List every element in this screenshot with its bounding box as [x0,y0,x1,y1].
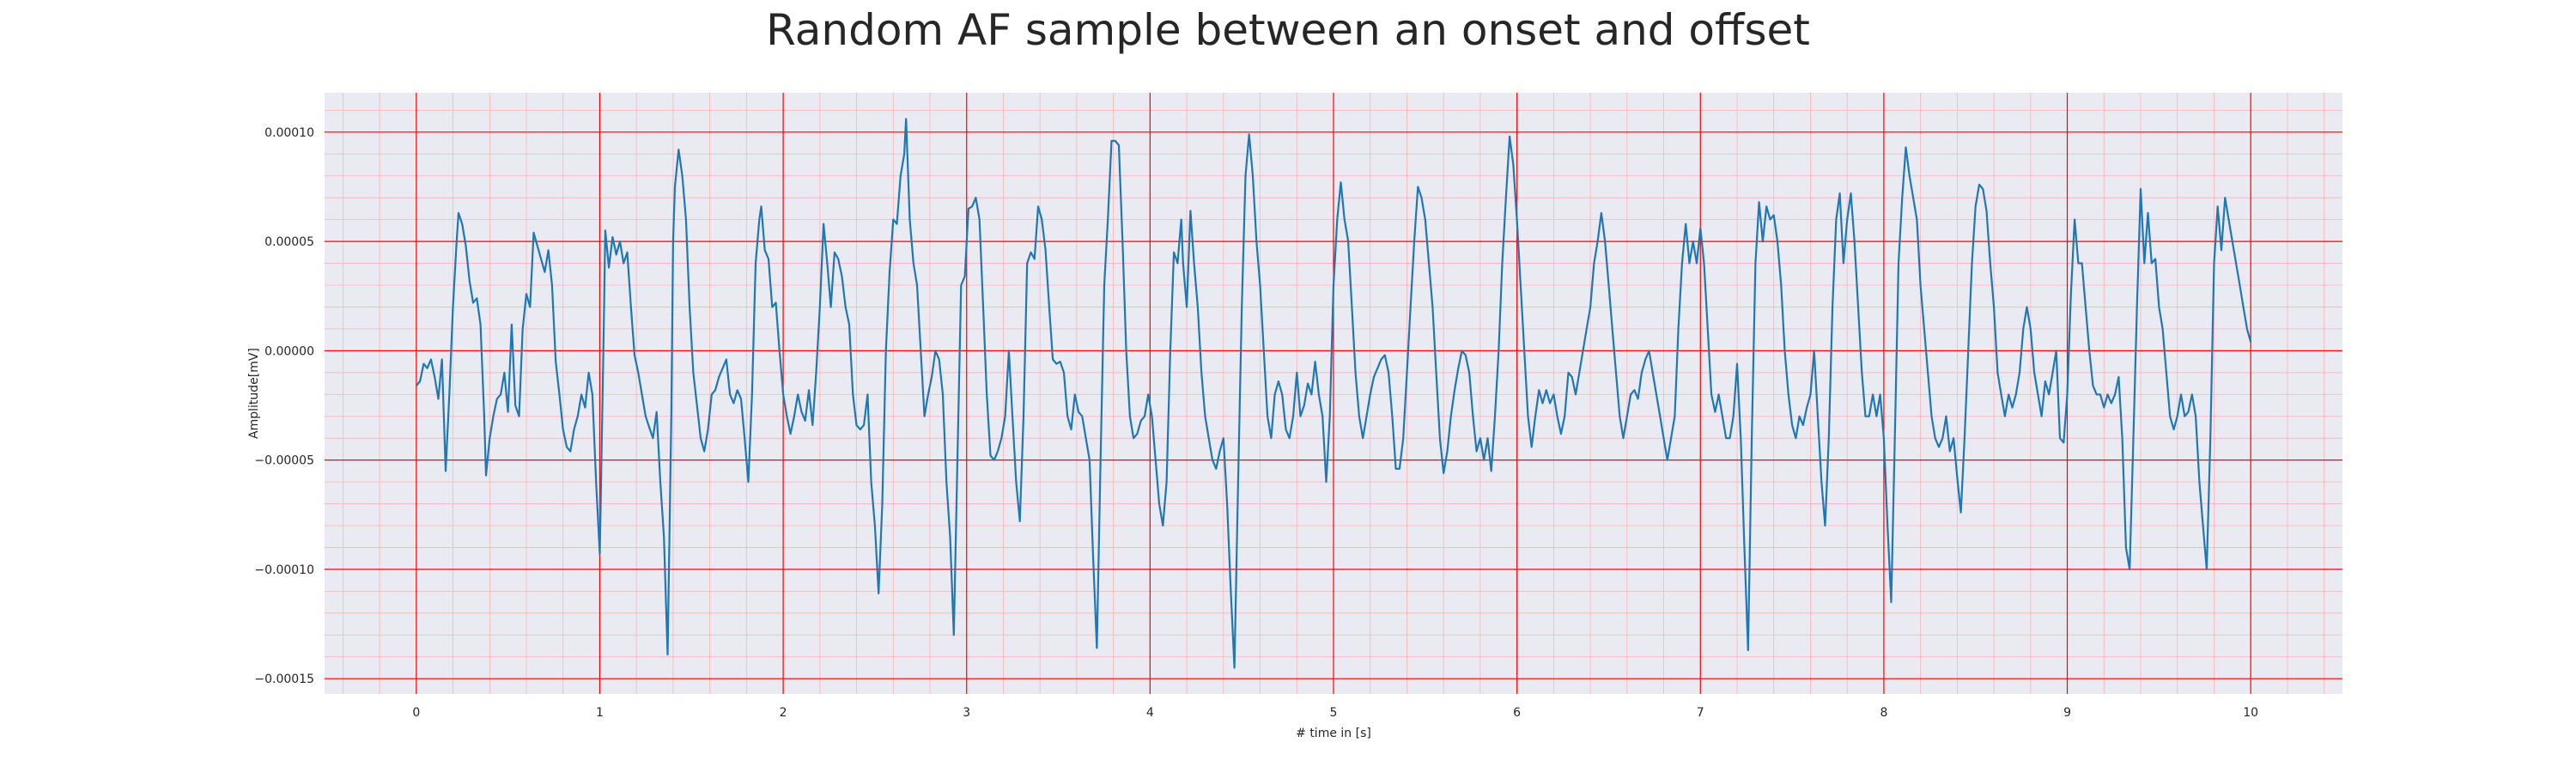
x-axis-ticks: 0 1 2 3 4 5 6 7 8 9 10 [412,706,2258,720]
major-grid [325,93,2342,694]
x-tick-label: 4 [1146,706,1154,720]
y-tick-label: −0.00010 [254,563,314,577]
x-axis-label: # time in [s] [1296,727,1371,740]
y-axis-ticks: −0.00015 −0.00010 −0.00005 0.00000 0.00005 0.… [254,126,314,686]
x-tick-label: 0 [412,706,420,720]
x-tick-label: 10 [2243,706,2258,720]
x-tick-label: 2 [780,706,787,720]
x-tick-label: 5 [1330,706,1338,720]
series-line [415,118,2252,669]
x-tick-label: 9 [2063,706,2071,720]
x-tick-label: 8 [1880,706,1887,720]
y-tick-label: 0.00010 [264,126,314,140]
y-tick-label: 0.00000 [264,344,314,358]
x-tick-label: 7 [1697,706,1704,720]
x-tick-label: 6 [1513,706,1521,720]
x-tick-label: 1 [596,706,604,720]
y-tick-label: 0.00005 [264,235,314,249]
y-tick-label: −0.00015 [254,673,314,686]
y-axis-label: Amplitude[mV] [247,348,261,439]
x-tick-label: 3 [963,706,970,720]
chart-title: Random AF sample between an onset and of… [766,5,1810,55]
y-tick-label: −0.00005 [254,454,314,468]
